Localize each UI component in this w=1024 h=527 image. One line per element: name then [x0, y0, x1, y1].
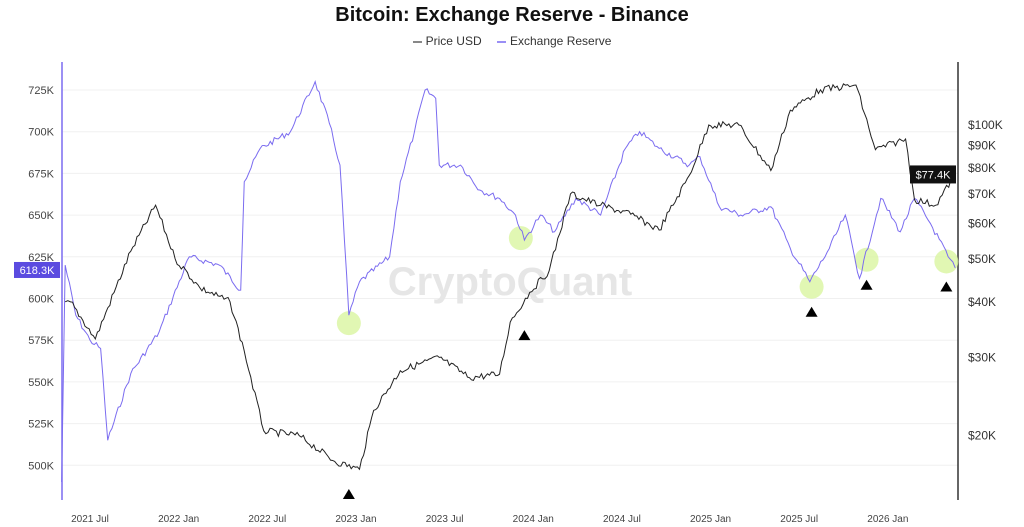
x-tick-label: 2025 Jul [780, 514, 818, 525]
watermark: CryptoQuant [388, 260, 632, 304]
x-tick-label: 2021 Jul [71, 514, 109, 525]
highlight-circle [508, 226, 533, 251]
legend-item-price[interactable]: Price USD [412, 34, 482, 48]
chart-title: Bitcoin: Exchange Reserve - Binance [335, 4, 689, 26]
x-tick-label: 2026 Jan [867, 514, 908, 525]
right-tick-label: $90K [968, 138, 996, 152]
left-tick-label: 725K [28, 85, 54, 97]
triangle-marker [805, 306, 818, 317]
right-tick-label: $50K [968, 252, 996, 266]
legend-swatch-price [412, 40, 422, 43]
triangle-marker [860, 279, 873, 290]
right-tick-label: $70K [968, 187, 996, 201]
current-price-badge [910, 165, 956, 184]
current-reserve-badge [14, 261, 60, 278]
triangle-marker [940, 281, 953, 292]
legend-swatch-reserve [496, 40, 506, 43]
x-tick-label: 2024 Jan [513, 514, 554, 525]
triangle-marker [518, 330, 531, 341]
x-tick-label: 2022 Jul [248, 514, 286, 525]
highlight-circle [854, 247, 879, 272]
legend-item-reserve[interactable]: Exchange Reserve [496, 34, 612, 48]
left-tick-label: 525K [28, 419, 54, 431]
left-tick-label: 625K [28, 252, 54, 264]
legend: Price USD Exchange Reserve [0, 34, 1024, 48]
triangle-marker [342, 489, 355, 499]
right-tick-label: $60K [968, 217, 996, 231]
highlight-circle [336, 311, 361, 336]
current-reserve-label: 618.3K [20, 265, 56, 277]
highlight-circle [934, 249, 959, 274]
x-tick-label: 2023 Jul [426, 514, 464, 525]
left-tick-label: 575K [28, 335, 54, 347]
left-tick-label: 600K [28, 294, 54, 306]
right-tick-label: $20K [968, 429, 996, 443]
left-tick-label: 650K [28, 210, 54, 222]
price-line [64, 83, 956, 471]
left-tick-label: 500K [28, 460, 54, 472]
current-price-label: $77.4K [916, 169, 952, 181]
x-tick-label: 2022 Jan [158, 514, 199, 525]
legend-label: Price USD [425, 34, 482, 48]
left-tick-label: 550K [28, 377, 54, 389]
right-tick-label: $30K [968, 350, 996, 364]
right-tick-label: $100K [968, 118, 1003, 132]
reserve-line [61, 80, 956, 482]
highlight-circle [799, 274, 824, 299]
x-tick-label: 2024 Jul [603, 514, 641, 525]
legend-label: Exchange Reserve [509, 34, 612, 48]
left-tick-label: 700K [28, 127, 54, 139]
right-tick-label: $40K [968, 295, 996, 309]
right-tick-label: $80K [968, 161, 996, 175]
left-tick-label: 675K [28, 168, 54, 180]
x-tick-label: 2025 Jan [690, 514, 731, 525]
x-tick-label: 2023 Jan [335, 514, 376, 525]
